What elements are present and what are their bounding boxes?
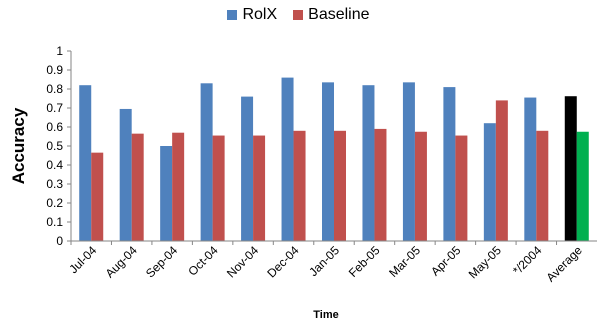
y-tick-label: 0.5 <box>46 139 63 153</box>
bar-baseline-0 <box>91 152 104 241</box>
y-tick-label: 0.3 <box>46 177 63 191</box>
legend-item-rolx: RolX <box>227 6 277 24</box>
y-tick-label: 0.8 <box>46 82 63 96</box>
y-tick-label: 0 <box>56 234 63 248</box>
x-tick-label: Jan-05 <box>306 243 342 279</box>
x-tick-label: Jul-04 <box>66 243 99 276</box>
bar-baseline-11 <box>536 130 549 241</box>
x-tick-label: Nov-04 <box>224 243 261 280</box>
y-tick-label: 0.2 <box>46 196 63 210</box>
legend-label-rolx: RolX <box>242 6 278 23</box>
bar-baseline-9 <box>455 135 468 241</box>
bar-baseline-7 <box>374 128 387 241</box>
x-tick-label: */2004 <box>510 243 545 278</box>
x-tick-label: Feb-05 <box>346 243 383 280</box>
y-tick-label: 1 <box>56 44 63 58</box>
bar-rolx-4 <box>241 96 254 241</box>
bar-baseline-10 <box>495 100 508 242</box>
bar-rolx-1 <box>119 108 132 241</box>
bar-baseline-12 <box>576 131 589 241</box>
legend-swatch-rolx <box>227 10 238 20</box>
x-axis-title: Time <box>313 309 338 321</box>
x-tick-label: Dec-04 <box>264 243 301 280</box>
bar-baseline-3 <box>212 135 225 241</box>
x-tick-label: Mar-05 <box>386 243 423 280</box>
bar-baseline-4 <box>253 135 266 241</box>
x-tick-label: Oct-04 <box>185 243 221 279</box>
bar-baseline-1 <box>131 133 144 241</box>
bar-rolx-0 <box>79 85 92 241</box>
legend-swatch-baseline <box>293 10 304 20</box>
bar-rolx-7 <box>362 85 375 241</box>
bar-baseline-6 <box>334 130 346 241</box>
y-axis-title: Accuracy <box>9 107 28 184</box>
bar-rolx-9 <box>443 87 456 241</box>
bar-rolx-5 <box>281 77 294 241</box>
bar-baseline-5 <box>293 130 306 241</box>
x-tick-label: Sep-04 <box>143 243 180 280</box>
legend-item-baseline: Baseline <box>293 6 370 24</box>
bar-baseline-8 <box>414 131 427 241</box>
bar-rolx-8 <box>402 82 415 241</box>
x-tick-label: Average <box>544 243 586 285</box>
x-tick-label: Aug-04 <box>103 243 140 280</box>
bar-rolx-11 <box>524 97 537 241</box>
bar-rolx-6 <box>322 82 334 241</box>
legend-label-baseline: Baseline <box>308 6 370 23</box>
y-tick-label: 0.9 <box>46 63 63 77</box>
bar-baseline-2 <box>172 132 185 241</box>
bar-rolx-3 <box>200 83 213 241</box>
bar-rolx-2 <box>160 146 173 241</box>
y-tick-label: 0.7 <box>46 101 63 115</box>
y-tick-label: 0.1 <box>46 215 63 229</box>
bar-rolx-10 <box>483 123 496 241</box>
y-tick-label: 0.6 <box>46 120 63 134</box>
bar-rolx-12 <box>564 96 577 241</box>
x-tick-label: Apr-05 <box>428 243 464 279</box>
x-tick-label: May-05 <box>466 243 504 281</box>
y-tick-label: 0.4 <box>46 158 63 172</box>
legend: RolX Baseline <box>0 6 597 24</box>
